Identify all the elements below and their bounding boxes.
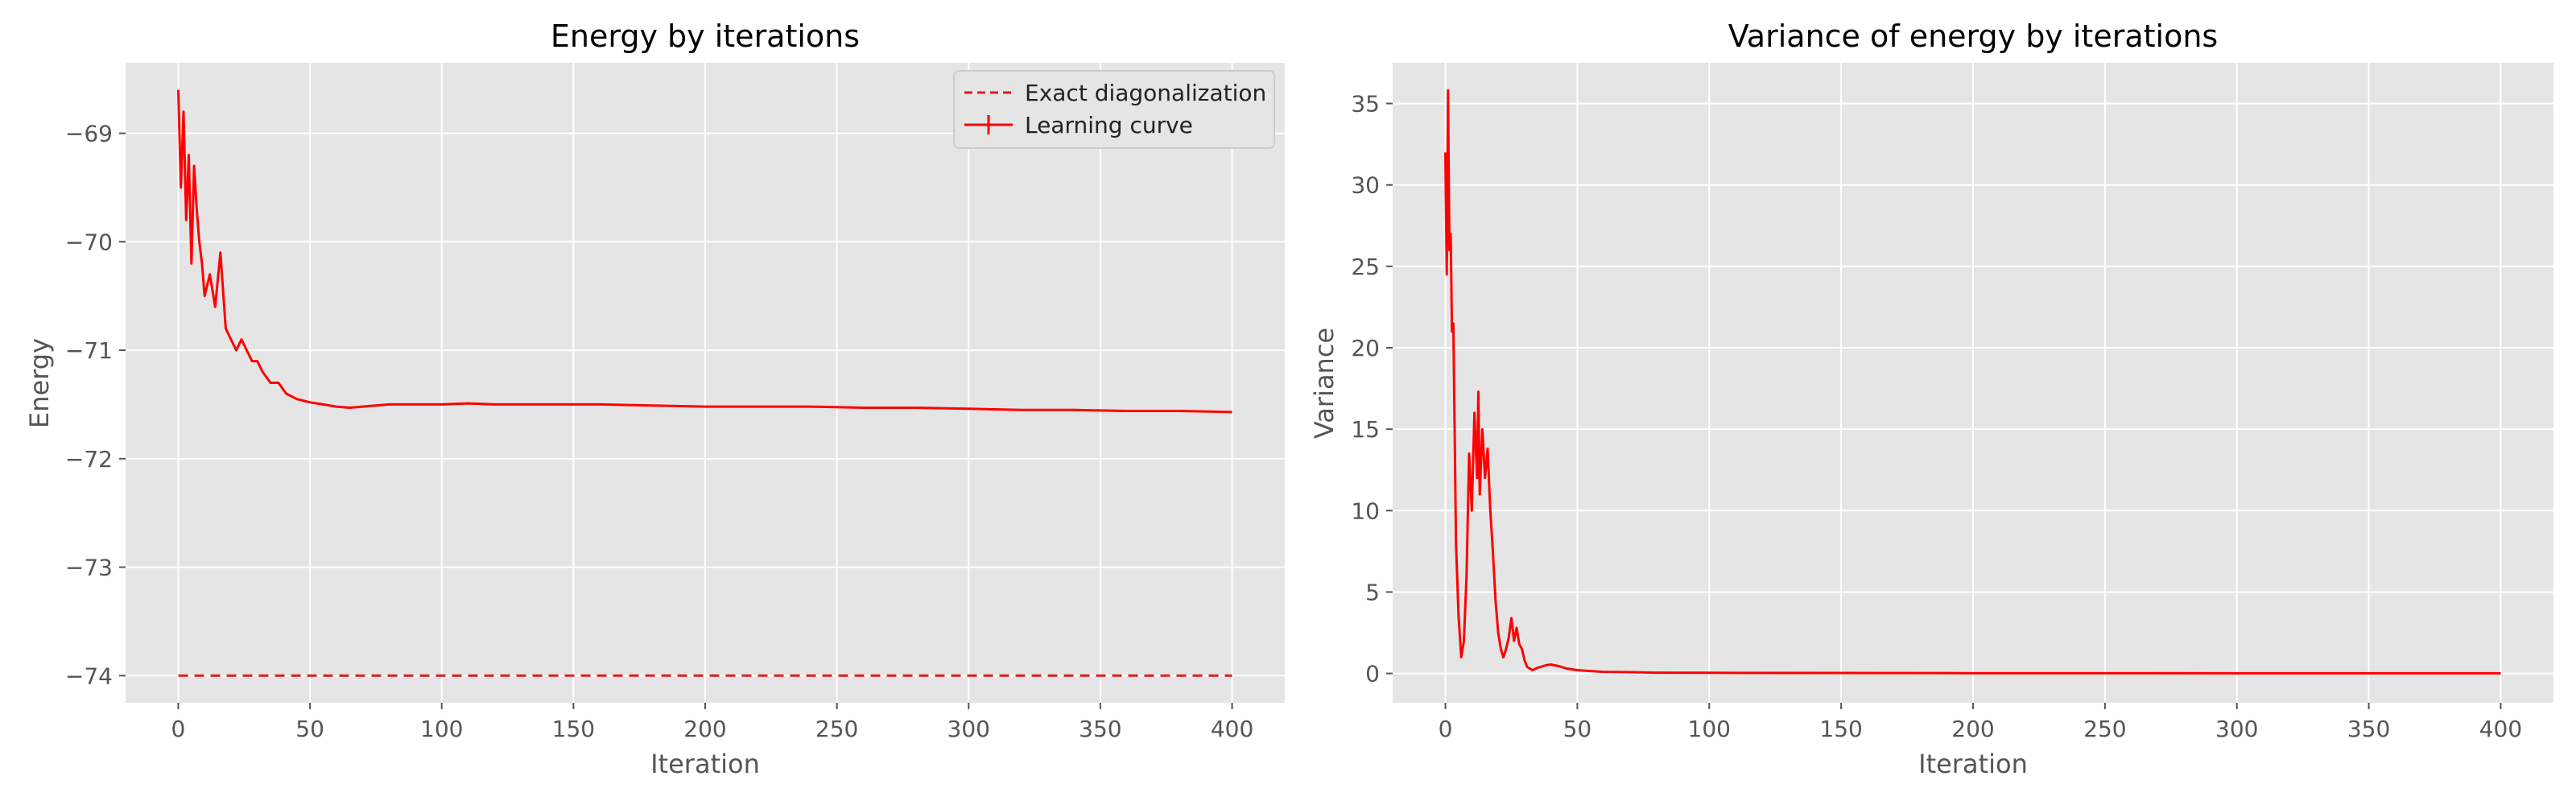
chart-title: Variance of energy by iterations bbox=[1728, 19, 2218, 54]
y-tick-label: 20 bbox=[1351, 335, 1380, 361]
variance-panel: 0 50 100 150 200 250 300 350 400 0 5 10 15 20 25 30 35 V… bbox=[1309, 19, 2553, 779]
x-tick-label: 50 bbox=[1563, 716, 1592, 742]
x-tick-label: 300 bbox=[947, 716, 990, 742]
x-tick-label: 150 bbox=[552, 716, 595, 742]
y-tick-label: 5 bbox=[1365, 579, 1380, 605]
y-tick-label: −70 bbox=[65, 229, 113, 255]
x-tick-label: 200 bbox=[1951, 716, 1994, 742]
chart-title: Energy by iterations bbox=[551, 19, 860, 54]
learning-curve-line bbox=[177, 89, 1232, 414]
grid bbox=[126, 63, 1285, 703]
y-tick-label: 0 bbox=[1365, 661, 1380, 687]
y-axis-label: Energy bbox=[24, 338, 55, 428]
energy-panel: 0 50 100 150 200 250 300 350 400 −74 −73 −72 −71 −70 −… bbox=[24, 19, 1285, 779]
variance-line bbox=[1444, 89, 2501, 675]
x-tick-label: 150 bbox=[1819, 716, 1862, 742]
x-tick-label: 300 bbox=[2215, 716, 2258, 742]
y-tick-label: −73 bbox=[65, 555, 113, 581]
x-tick-label: 100 bbox=[1688, 716, 1731, 742]
x-tick-label: 0 bbox=[171, 716, 186, 742]
y-axis-label: Variance bbox=[1309, 328, 1340, 439]
tick-labels: 0 50 100 150 200 250 300 350 400 0 5 10 15 20 25 30 35 bbox=[1351, 91, 2522, 742]
legend: Exact diagonalization Learning curve bbox=[953, 70, 1275, 149]
y-tick-label: 25 bbox=[1351, 254, 1380, 280]
y-tick-label: −72 bbox=[65, 446, 113, 473]
x-tick-label: 400 bbox=[2479, 716, 2522, 742]
x-tick-label: 250 bbox=[815, 716, 858, 742]
tick-labels: 0 50 100 150 200 250 300 350 400 −74 −73 −72 −71 −70 −… bbox=[65, 121, 1253, 742]
x-tick-label: 350 bbox=[1079, 716, 1121, 742]
x-tick-label: 0 bbox=[1439, 716, 1453, 742]
x-tick-label: 350 bbox=[2347, 716, 2390, 742]
x-axis-label: Iteration bbox=[1918, 749, 2028, 779]
x-tick-label: 200 bbox=[683, 716, 726, 742]
x-axis-label: Iteration bbox=[650, 749, 760, 779]
y-tick-label: −71 bbox=[65, 337, 113, 364]
y-tick-label: 15 bbox=[1351, 416, 1380, 443]
legend-box bbox=[953, 70, 1275, 149]
x-tick-label: 400 bbox=[1211, 716, 1253, 742]
legend-label-exact: Exact diagonalization bbox=[1025, 80, 1266, 106]
x-tick-label: 50 bbox=[295, 716, 324, 742]
legend-label-learning: Learning curve bbox=[1025, 112, 1193, 138]
y-tick-label: −69 bbox=[65, 121, 113, 147]
series-group bbox=[177, 89, 1232, 677]
y-tick-label: 35 bbox=[1351, 91, 1380, 118]
y-tick-label: 10 bbox=[1351, 497, 1380, 524]
y-tick-label: 30 bbox=[1351, 172, 1380, 199]
x-tick-label: 100 bbox=[420, 716, 463, 742]
series-group bbox=[1444, 89, 2501, 675]
y-tick-label: −74 bbox=[65, 663, 113, 689]
x-tick-label: 250 bbox=[2083, 716, 2126, 742]
